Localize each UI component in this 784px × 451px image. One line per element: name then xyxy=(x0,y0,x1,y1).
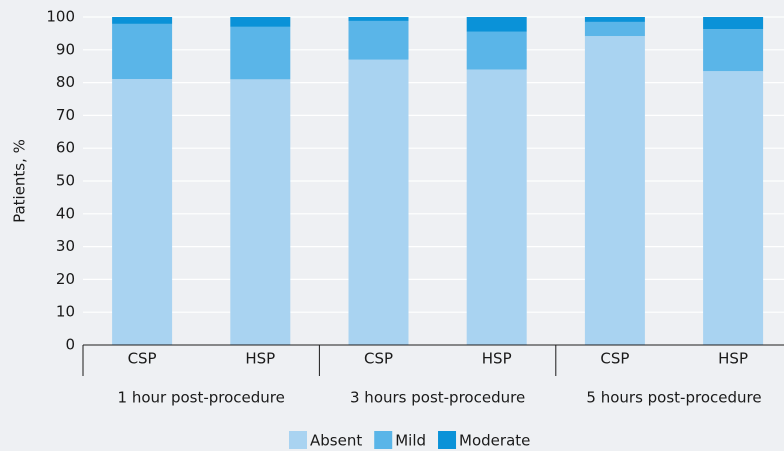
legend-swatch xyxy=(289,431,307,449)
y-tick-label: 40 xyxy=(56,204,75,222)
group-label: 5 hours post-procedure xyxy=(586,389,761,407)
bar-segment xyxy=(703,29,764,72)
y-tick-label: 50 xyxy=(56,172,75,190)
bar-segment xyxy=(584,17,645,22)
y-tick-label: 10 xyxy=(56,303,75,321)
y-tick-label: 80 xyxy=(56,73,75,91)
bar-segment xyxy=(112,78,173,345)
bar-segment xyxy=(466,17,527,32)
bar-segment xyxy=(466,31,527,70)
bar-segment xyxy=(466,69,527,345)
bar-segment xyxy=(112,23,173,79)
legend-label: Moderate xyxy=(459,432,530,450)
y-tick-label: 60 xyxy=(56,139,75,157)
y-tick-label: 30 xyxy=(56,237,75,255)
y-tick-label: 90 xyxy=(56,40,75,58)
y-tick-label: 20 xyxy=(56,270,75,288)
bar-segment xyxy=(112,17,173,24)
legend-swatch xyxy=(438,431,457,449)
group-label: 3 hours post-procedure xyxy=(350,389,525,407)
x-tick-label: HSP xyxy=(482,350,512,368)
x-tick-label: HSP xyxy=(718,350,748,368)
x-tick-label: CSP xyxy=(128,350,157,368)
bar-segment xyxy=(703,17,764,30)
y-axis-label: Patients, % xyxy=(11,139,29,223)
x-tick-label: CSP xyxy=(600,350,629,368)
legend-label: Absent xyxy=(310,432,362,450)
bar-segment xyxy=(230,26,291,80)
bar-segment xyxy=(230,17,291,27)
y-tick-label: 0 xyxy=(65,336,75,354)
x-tick-label: CSP xyxy=(364,350,393,368)
bar-segment xyxy=(348,59,409,345)
y-tick-label: 70 xyxy=(56,106,75,124)
bar-segment xyxy=(584,21,645,37)
bar-segment xyxy=(584,36,645,346)
bar-segment xyxy=(348,20,409,60)
bar-segment xyxy=(230,79,291,345)
group-label: 1 hour post-procedure xyxy=(118,389,285,407)
legend-swatch xyxy=(374,431,393,449)
bar-segment xyxy=(703,71,764,346)
legend-label: Mild xyxy=(395,432,426,450)
bar-segment xyxy=(348,17,409,21)
y-tick-label: 100 xyxy=(46,8,75,26)
x-tick-label: HSP xyxy=(245,350,275,368)
